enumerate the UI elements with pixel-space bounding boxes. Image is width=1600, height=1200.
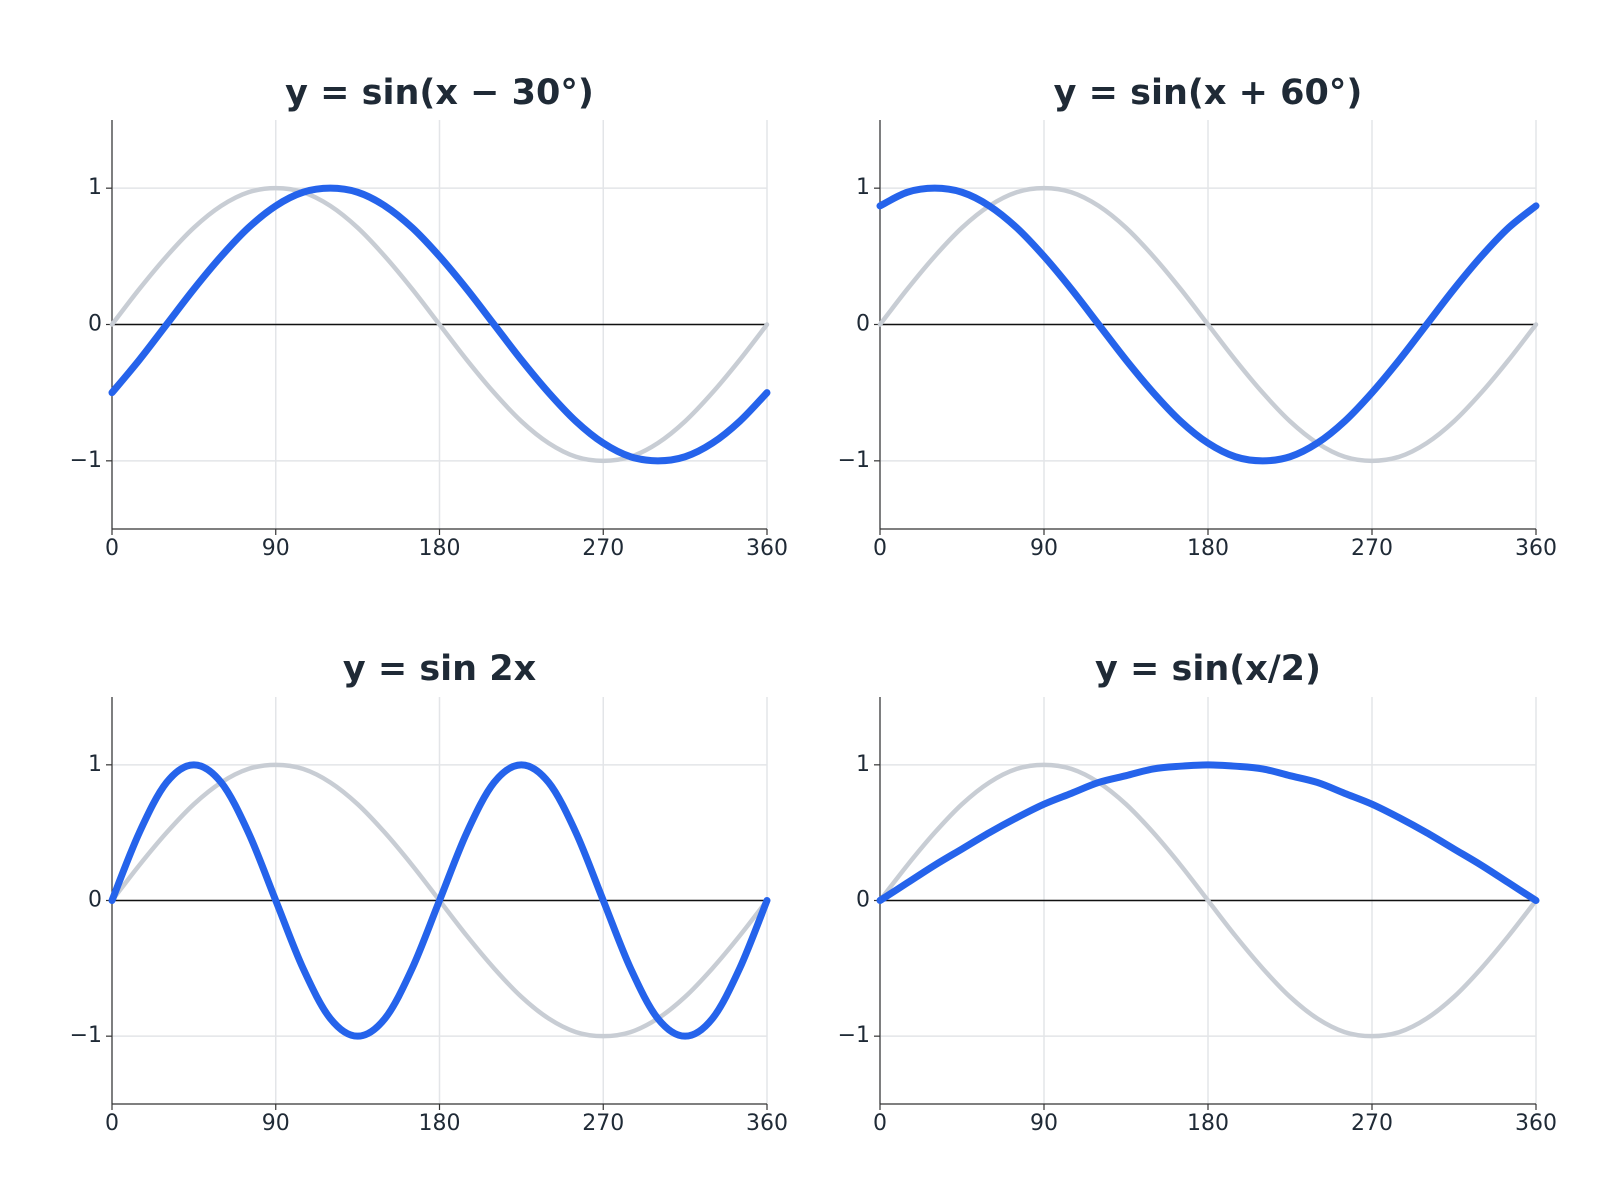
x-tick-label: 360 <box>1515 1111 1557 1136</box>
x-tick-label: 360 <box>746 1111 788 1136</box>
x-tick-label: 90 <box>1030 1111 1058 1136</box>
line-series <box>876 761 1540 904</box>
x-tick-label: 180 <box>1187 1111 1229 1136</box>
x-tick-label: 90 <box>1030 536 1058 561</box>
y-tick-label: 0 <box>88 312 102 337</box>
x-tick-label: 270 <box>582 1111 624 1136</box>
y-tick-label: −1 <box>70 448 102 473</box>
line-series <box>108 761 771 1040</box>
y-tick-label: −1 <box>70 1023 102 1048</box>
x-tick-label: 180 <box>419 536 461 561</box>
x-tick-label: 90 <box>262 536 290 561</box>
y-tick-label: 1 <box>856 175 870 200</box>
x-tick-label: 270 <box>1351 1111 1393 1136</box>
x-tick-label: 270 <box>582 536 624 561</box>
x-tick-label: 0 <box>105 536 119 561</box>
y-tick-label: 0 <box>88 888 102 913</box>
line-series <box>108 184 771 465</box>
chart-title: y = sin(x/2) <box>1095 649 1321 689</box>
x-tick-label: 360 <box>1515 536 1557 561</box>
line-series <box>109 185 770 464</box>
x-tick-label: 360 <box>746 536 788 561</box>
y-tick-label: 1 <box>856 752 870 777</box>
x-tick-label: 90 <box>262 1111 290 1136</box>
y-tick-label: 0 <box>856 888 870 913</box>
x-tick-label: 0 <box>105 1111 119 1136</box>
line-series <box>877 762 1539 1039</box>
x-tick-label: 0 <box>873 536 887 561</box>
x-tick-label: 180 <box>419 1111 461 1136</box>
chart-title: y = sin(x + 60°) <box>1054 73 1363 113</box>
y-tick-label: −1 <box>838 1023 870 1048</box>
chart-title: y = sin 2x <box>343 649 537 689</box>
y-tick-label: 1 <box>88 175 102 200</box>
chart-title: y = sin(x − 30°) <box>285 73 594 113</box>
y-tick-label: 0 <box>856 312 870 337</box>
y-tick-label: 1 <box>88 752 102 777</box>
x-tick-label: 270 <box>1351 536 1393 561</box>
line-series <box>876 184 1540 465</box>
y-tick-label: −1 <box>838 448 870 473</box>
x-tick-label: 0 <box>873 1111 887 1136</box>
x-tick-label: 180 <box>1187 536 1229 561</box>
